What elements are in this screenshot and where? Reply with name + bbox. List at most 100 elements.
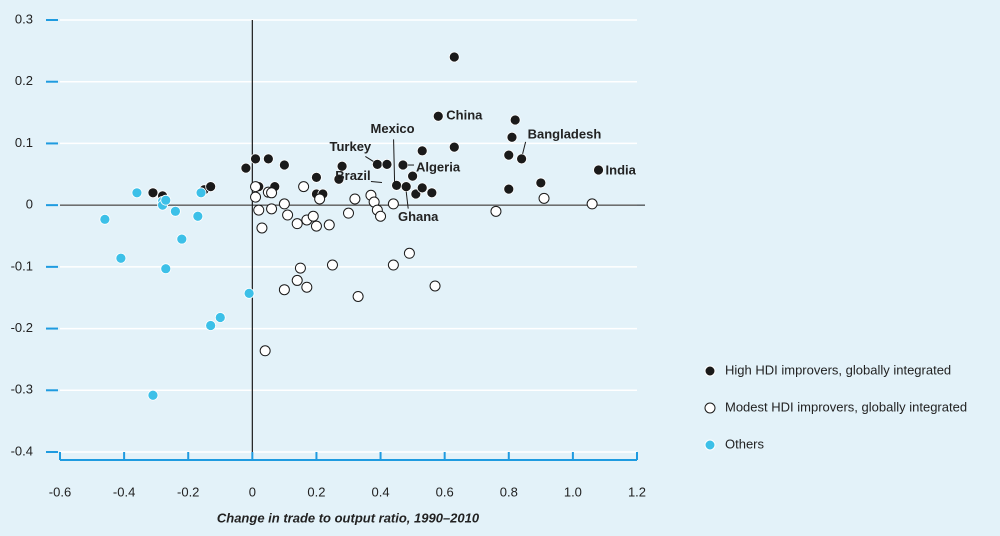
x-tick-label: 0.2: [307, 484, 325, 499]
leader-line: [370, 181, 383, 184]
y-tick-label: 0.2: [15, 73, 33, 88]
point: [278, 159, 290, 171]
y-tick-label: -0.3: [11, 382, 33, 397]
point: [448, 141, 460, 153]
point: [506, 131, 518, 143]
point: [416, 145, 428, 157]
y-tick-label: 0.1: [15, 135, 33, 150]
x-tick-label: 1.0: [564, 484, 582, 499]
x-tick-label: -0.6: [49, 484, 71, 499]
point: [147, 389, 159, 401]
point: [262, 153, 274, 165]
point: [301, 281, 313, 293]
point: [349, 193, 361, 205]
point: [115, 252, 127, 264]
point: [250, 191, 262, 203]
leader-line: [405, 191, 409, 209]
point: [381, 159, 393, 170]
y-tick-label: 0: [26, 197, 33, 212]
y-tick-label: -0.4: [11, 443, 33, 458]
point: [282, 209, 294, 221]
point: [586, 198, 598, 210]
y-tick-label: -0.2: [11, 320, 33, 335]
annotation: Brazil: [335, 168, 370, 183]
point: [323, 219, 335, 231]
point: [99, 213, 111, 225]
legend-label: Others: [725, 436, 765, 451]
legend-marker: [704, 365, 716, 377]
x-tick-label: 0.4: [372, 484, 390, 499]
point: [490, 205, 502, 217]
annotation: Turkey: [330, 139, 372, 154]
point: [538, 192, 550, 204]
point: [278, 284, 290, 296]
point: [429, 280, 441, 292]
point: [343, 207, 354, 219]
annotation: Algeria: [416, 159, 461, 174]
point: [397, 159, 409, 171]
point: [131, 187, 143, 199]
point: [503, 149, 515, 161]
x-tick-label: 0.8: [500, 484, 518, 499]
x-axis-label: Change in trade to output ratio, 1990–20…: [217, 510, 480, 525]
point: [387, 198, 399, 210]
leader-line: [393, 139, 396, 183]
annotation: China: [446, 108, 483, 123]
point: [307, 210, 319, 222]
point: [294, 262, 306, 274]
point: [432, 110, 444, 122]
point: [387, 259, 399, 271]
point: [314, 193, 326, 205]
x-tick-label: 0: [249, 484, 256, 499]
point: [310, 220, 322, 232]
point: [352, 290, 364, 302]
point: [516, 153, 527, 165]
legend-label: High HDI improvers, globally integrated: [725, 362, 951, 377]
point: [333, 173, 345, 185]
point: [250, 181, 262, 193]
point: [266, 187, 278, 199]
point: [391, 179, 402, 191]
point: [176, 233, 188, 245]
point: [400, 181, 412, 193]
point: [593, 164, 604, 176]
point: [160, 194, 172, 206]
point: [266, 203, 278, 215]
point: [403, 247, 415, 259]
point: [205, 181, 217, 193]
point: [259, 345, 271, 357]
point: [426, 187, 438, 199]
point: [535, 177, 547, 189]
point: [147, 187, 159, 199]
x-tick-label: -0.2: [177, 484, 199, 499]
point: [160, 263, 172, 275]
point: [448, 51, 460, 63]
point: [240, 162, 252, 174]
point: [298, 181, 310, 193]
point: [195, 187, 207, 199]
point: [205, 320, 217, 331]
point: [311, 171, 322, 183]
x-tick-label: 1.2: [628, 484, 646, 499]
point: [326, 259, 338, 271]
point: [243, 287, 255, 299]
point: [169, 205, 181, 217]
point: [407, 170, 419, 182]
point: [503, 183, 515, 195]
legend-marker: [704, 402, 716, 414]
legend-marker: [704, 439, 716, 451]
annotation: India: [606, 162, 637, 177]
y-tick-label: -0.1: [11, 258, 33, 273]
annotation: Ghana: [398, 209, 439, 224]
point: [336, 160, 348, 172]
point: [256, 222, 268, 234]
point: [416, 182, 428, 194]
y-tick-label: 0.3: [15, 11, 33, 26]
leader-line: [522, 141, 527, 154]
leader-line: [365, 155, 374, 162]
legend-label: Modest HDI improvers, globally integrate…: [725, 399, 967, 414]
x-tick-label: -0.4: [113, 484, 135, 499]
point: [509, 114, 521, 126]
point: [278, 198, 290, 210]
